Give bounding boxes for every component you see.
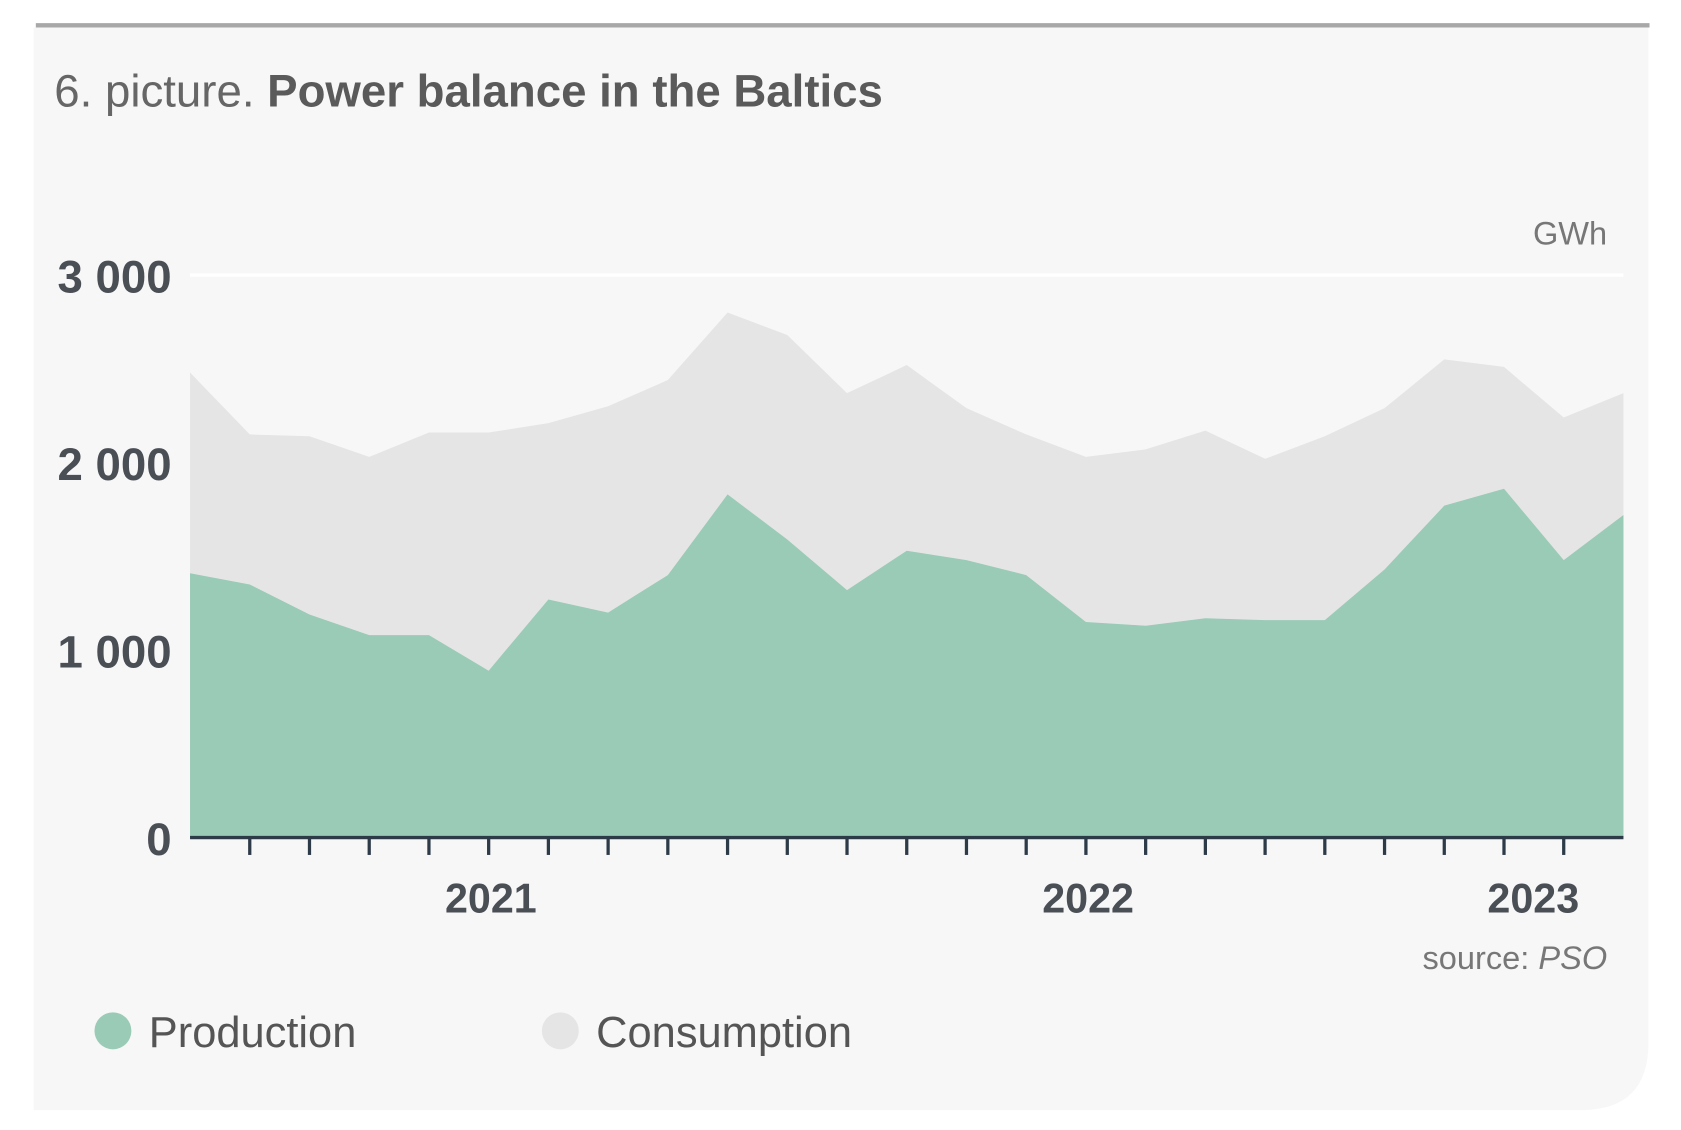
legend-label: Production — [149, 1009, 357, 1057]
chart-title: 6. picture. Power balance in the Baltics — [54, 66, 883, 117]
source-name: PSO — [1538, 940, 1607, 976]
legend-swatch — [541, 1012, 579, 1050]
plot — [190, 273, 1624, 840]
y-tick-label: 0 — [146, 814, 171, 865]
area — [190, 488, 1624, 838]
y-tick-label: 2 000 — [57, 439, 171, 490]
x-tick-label: 2022 — [1042, 875, 1134, 921]
title-text: Power balance in the Baltics — [267, 66, 883, 117]
y-tick-label: 3 000 — [57, 251, 171, 302]
x-tick-label: 2021 — [445, 875, 537, 921]
source-label: source: — [1423, 940, 1530, 976]
unit-label: GWh — [1533, 216, 1607, 252]
legend: Production Consumption — [94, 1009, 852, 1057]
y-tick-label: 1 000 — [57, 626, 171, 677]
source-note: source: PSO — [1423, 940, 1608, 976]
figure-label: 6. picture. — [54, 66, 254, 117]
legend-swatch — [94, 1012, 132, 1050]
legend-label: Consumption — [596, 1009, 852, 1057]
x-tick-label: 2023 — [1487, 875, 1579, 921]
